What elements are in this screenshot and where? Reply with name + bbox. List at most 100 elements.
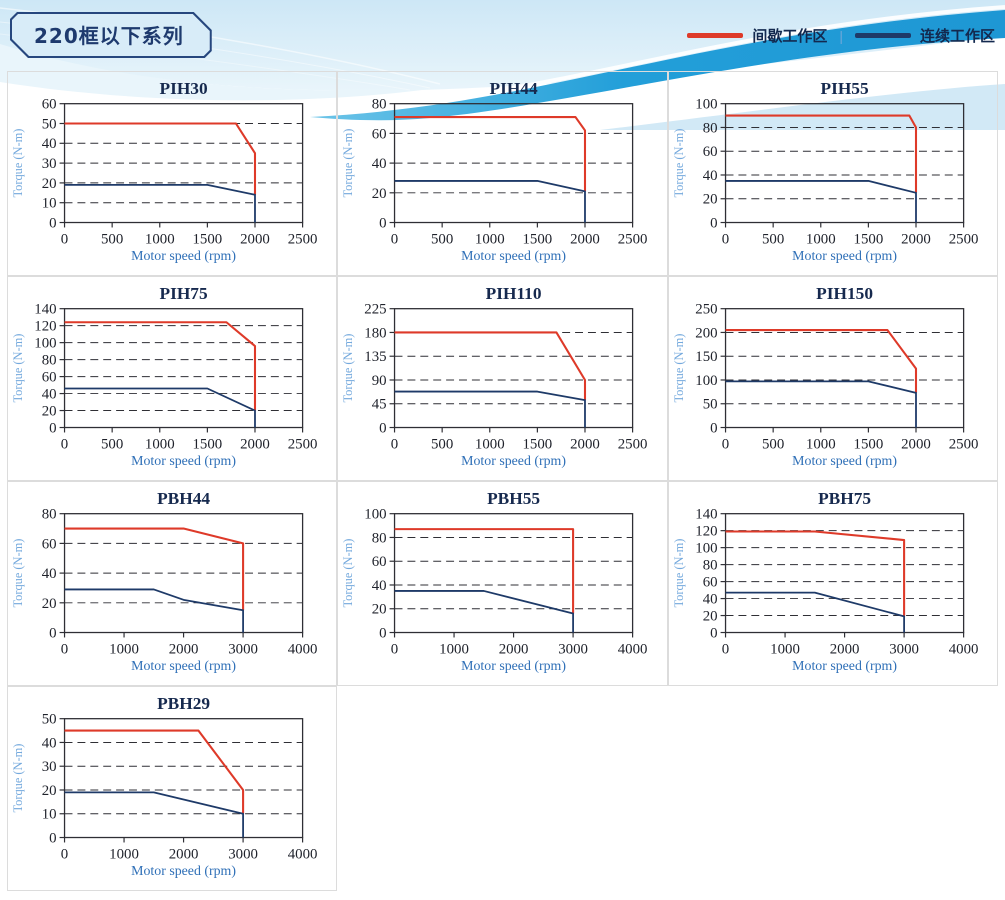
x-tick-label: 1500 xyxy=(523,231,553,247)
y-tick-label: 80 xyxy=(702,558,717,574)
x-tick-label: 3000 xyxy=(228,846,258,862)
x-tick-label: 2000 xyxy=(570,231,600,247)
header-banner xyxy=(0,0,1005,130)
charts-grid: PIH30 0 10 20 30 40 50 60 0 500 1000 1500 2000 2500 Mo… xyxy=(7,71,998,891)
chart-title: PBH55 xyxy=(487,489,540,508)
y-axis-label: Torque (N-m) xyxy=(341,334,355,403)
y-tick-label: 60 xyxy=(702,575,717,591)
legend-item-continuous: 连续工作区 xyxy=(854,25,995,46)
x-tick-label: 1000 xyxy=(109,846,139,862)
y-tick-label: 0 xyxy=(49,625,56,641)
x-tick-label: 1000 xyxy=(145,436,175,452)
y-axis-label: Torque (N-m) xyxy=(341,129,355,198)
x-tick-label: 2500 xyxy=(618,436,648,452)
x-tick-label: 0 xyxy=(61,231,68,247)
continuous-curve xyxy=(394,590,575,633)
x-axis-label: Motor speed (rpm) xyxy=(792,659,897,674)
x-tick-label: 0 xyxy=(391,641,398,657)
y-tick-label: 200 xyxy=(695,325,717,341)
x-tick-label: 500 xyxy=(762,436,784,452)
y-tick-label: 0 xyxy=(379,625,386,641)
chart-card-PBH44: PBH44 0 20 40 60 80 0 1000 2000 3000 4000 Motor spe… xyxy=(7,481,338,686)
y-tick-label: 45 xyxy=(372,397,387,413)
intermittent-line-swatch xyxy=(687,33,744,38)
continuous-curve xyxy=(725,591,905,633)
x-tick-label: 1500 xyxy=(193,231,223,247)
chart-card-PBH29: PBH29 0 10 20 30 40 50 0 1000 2000 3000 4000 Motor s… xyxy=(7,686,338,891)
x-tick-label: 2000 xyxy=(240,231,270,247)
plot-frame xyxy=(724,103,964,224)
intermittent-curve xyxy=(394,116,587,192)
header-wave-decoration xyxy=(0,0,1005,130)
x-tick-label: 500 xyxy=(431,436,453,452)
x-tick-label: 500 xyxy=(431,231,453,247)
x-tick-label: 1000 xyxy=(770,641,800,657)
x-axis-label: Motor speed (rpm) xyxy=(462,659,567,674)
y-tick-label: 80 xyxy=(372,530,387,546)
y-tick-label: 135 xyxy=(365,349,387,365)
plot-frame xyxy=(394,513,634,634)
y-tick-label: 10 xyxy=(42,196,57,212)
legend-label-intermittent: 间歇工作区 xyxy=(752,27,828,45)
series-title: 220框以下系列 xyxy=(12,14,210,56)
legend: 间歇工作区 | 连续工作区 xyxy=(687,25,995,46)
x-tick-label: 2000 xyxy=(901,231,931,247)
y-tick-label: 250 xyxy=(695,302,717,318)
chart-card-PBH55: PBH55 0 20 40 60 80 100 0 1000 2000 3000 4000 Motor … xyxy=(337,481,668,686)
y-axis-label: Torque (N-m) xyxy=(672,334,686,403)
x-tick-label: 4000 xyxy=(288,641,318,657)
y-axis-label: Torque (N-m) xyxy=(11,744,25,813)
continuous-curve xyxy=(725,380,917,428)
x-tick-label: 1000 xyxy=(806,231,836,247)
x-axis-label: Motor speed (rpm) xyxy=(131,659,236,674)
chart-PIH30: PIH30 0 10 20 30 40 50 60 0 500 1000 1500 2000 2500 Mo… xyxy=(11,79,318,264)
continuous-curve xyxy=(394,390,587,428)
y-tick-label: 0 xyxy=(379,215,386,231)
x-tick-label: 0 xyxy=(391,436,398,452)
x-tick-label: 1000 xyxy=(109,641,139,657)
x-axis-label: Motor speed (rpm) xyxy=(792,249,897,264)
chart-card-PIH55: PIH55 0 20 40 60 80 100 0 500 1000 1500 2000 2500 Mot… xyxy=(667,71,998,276)
y-tick-label: 120 xyxy=(34,319,56,335)
y-tick-label: 60 xyxy=(42,97,57,113)
chart-card-PIH150: PIH150 0 50 100 150 200 250 0 500 1000 1500 2000 250… xyxy=(667,276,998,481)
y-tick-label: 0 xyxy=(710,420,717,436)
y-tick-label: 150 xyxy=(695,349,717,365)
y-axis-label: Torque (N-m) xyxy=(11,539,25,608)
x-tick-label: 0 xyxy=(391,231,398,247)
plot-frame xyxy=(724,308,964,429)
y-tick-label: 20 xyxy=(42,783,57,799)
y-tick-label: 30 xyxy=(42,156,57,172)
x-tick-label: 500 xyxy=(101,436,123,452)
y-tick-label: 100 xyxy=(695,541,717,557)
continuous-curve xyxy=(64,588,244,633)
y-tick-label: 180 xyxy=(365,325,387,341)
x-tick-label: 2000 xyxy=(169,641,199,657)
chart-PBH29: PBH29 0 10 20 30 40 50 0 1000 2000 3000 4000 Motor s… xyxy=(11,694,318,879)
chart-PBH44: PBH44 0 20 40 60 80 0 1000 2000 3000 4000 Motor spe… xyxy=(11,489,318,674)
intermittent-curve xyxy=(725,530,905,617)
y-tick-label: 140 xyxy=(695,507,717,523)
y-tick-label: 20 xyxy=(42,596,57,612)
x-axis-label: Motor speed (rpm) xyxy=(792,454,897,469)
chart-title: PIH44 xyxy=(490,79,539,98)
x-tick-label: 2500 xyxy=(288,436,318,452)
y-tick-label: 40 xyxy=(372,578,387,594)
x-tick-label: 2000 xyxy=(901,436,931,452)
x-tick-label: 1000 xyxy=(145,231,175,247)
y-tick-label: 40 xyxy=(702,592,717,608)
chart-title: PIH110 xyxy=(486,284,542,303)
y-tick-label: 0 xyxy=(710,215,717,231)
x-tick-label: 2500 xyxy=(948,436,978,452)
x-tick-label: 2000 xyxy=(240,436,270,452)
y-tick-label: 10 xyxy=(42,807,57,823)
y-tick-label: 20 xyxy=(372,186,387,202)
x-tick-label: 3000 xyxy=(889,641,919,657)
y-tick-label: 0 xyxy=(49,215,56,231)
legend-separator: | xyxy=(839,27,843,44)
y-tick-label: 90 xyxy=(372,373,387,389)
chart-card-PIH75: PIH75 0 20 40 60 80 100 120 140 0 500 1000 1500 2000 2… xyxy=(7,276,338,481)
